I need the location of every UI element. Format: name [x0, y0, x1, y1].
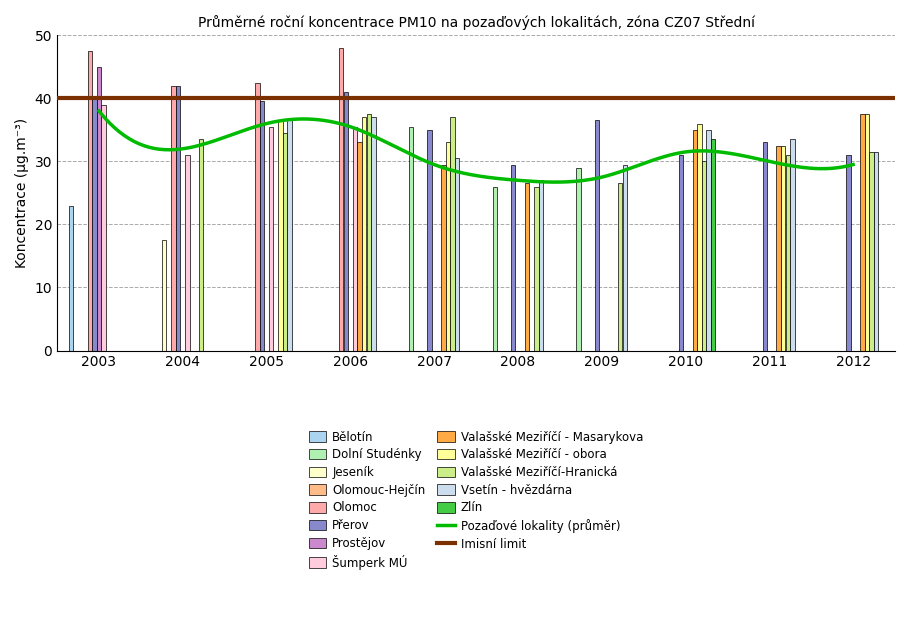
Bar [409, 126, 413, 351]
Bar [446, 143, 450, 351]
Bar [711, 140, 715, 351]
Bar [693, 130, 697, 351]
Bar [358, 143, 362, 351]
Bar [846, 155, 851, 351]
Bar [92, 98, 96, 351]
Bar [69, 205, 74, 351]
Bar [618, 183, 622, 351]
Bar [864, 114, 869, 351]
Bar [101, 105, 106, 351]
Bar [162, 240, 167, 351]
Bar [283, 133, 288, 351]
Bar [697, 123, 702, 351]
Bar [371, 117, 376, 351]
Bar [87, 51, 92, 351]
Bar [763, 143, 767, 351]
Bar [269, 126, 273, 351]
Bar [539, 180, 543, 351]
Bar [776, 146, 781, 351]
Bar [702, 162, 706, 351]
Bar [367, 114, 371, 351]
Bar [781, 146, 785, 351]
Bar [255, 83, 259, 351]
Bar [622, 165, 627, 351]
Bar [679, 155, 683, 351]
Bar [595, 120, 600, 351]
Bar [344, 92, 348, 351]
Bar [259, 101, 264, 351]
Bar [874, 152, 878, 351]
Bar [790, 140, 794, 351]
Bar [706, 130, 711, 351]
Y-axis label: Koncentrace (μg.m⁻³): Koncentrace (μg.m⁻³) [15, 118, 29, 268]
Bar [511, 165, 515, 351]
Bar [525, 183, 530, 351]
Bar [785, 155, 790, 351]
Bar [171, 86, 176, 351]
Bar [96, 67, 101, 351]
Bar [199, 140, 203, 351]
Bar [176, 86, 180, 351]
Bar [869, 152, 874, 351]
Bar [492, 187, 497, 351]
Legend: Bělotín, Dolní Studénky, Jeseník, Olomouc-Hejčín, Olomoc, Přerov, Prostějov, Šum: Bělotín, Dolní Studénky, Jeseník, Olomou… [304, 426, 648, 574]
Bar [339, 48, 343, 351]
Bar [455, 158, 460, 351]
Bar [185, 155, 189, 351]
Bar [450, 117, 455, 351]
Bar [353, 126, 357, 351]
Title: Průměrné roční koncentrace PM10 na pozaďových lokalitách, zóna CZ07 Střední: Průměrné roční koncentrace PM10 na pozaď… [197, 15, 754, 30]
Bar [534, 187, 539, 351]
Bar [362, 117, 367, 351]
Bar [576, 168, 581, 351]
Bar [428, 130, 431, 351]
Bar [288, 120, 292, 351]
Bar [441, 165, 446, 351]
Bar [278, 120, 282, 351]
Bar [860, 114, 864, 351]
